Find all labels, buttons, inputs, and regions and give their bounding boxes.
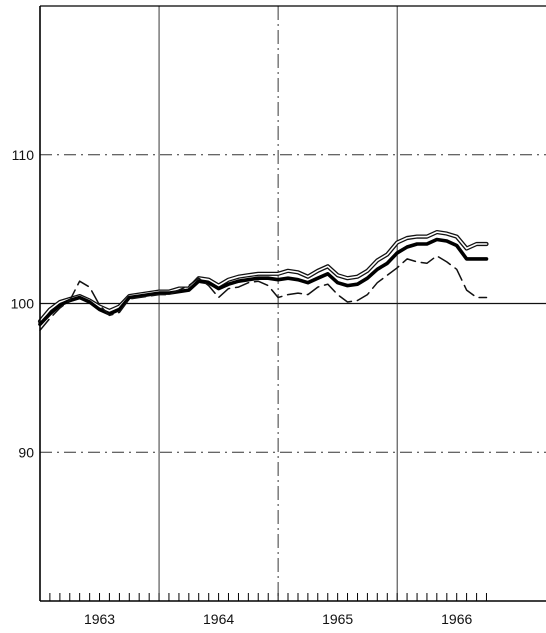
y-tick-label: 90 (18, 444, 34, 460)
x-tick-label: 1964 (203, 611, 234, 627)
grid (40, 6, 546, 601)
y-tick-label: 100 (11, 296, 35, 312)
y-tick-label: 110 (12, 147, 35, 163)
tick-labels: 90 100 110 1963 1964 1965 1966 (11, 147, 473, 627)
series-line-dashed (39, 255, 488, 332)
x-tick-label: 1963 (84, 611, 115, 627)
x-tick-label: 1965 (322, 611, 353, 627)
series-line-double-core (39, 231, 488, 323)
series-lines (37, 230, 489, 332)
series-line-bold (38, 237, 489, 327)
plot-frame (39, 5, 546, 602)
x-tick-label: 1966 (441, 611, 472, 627)
